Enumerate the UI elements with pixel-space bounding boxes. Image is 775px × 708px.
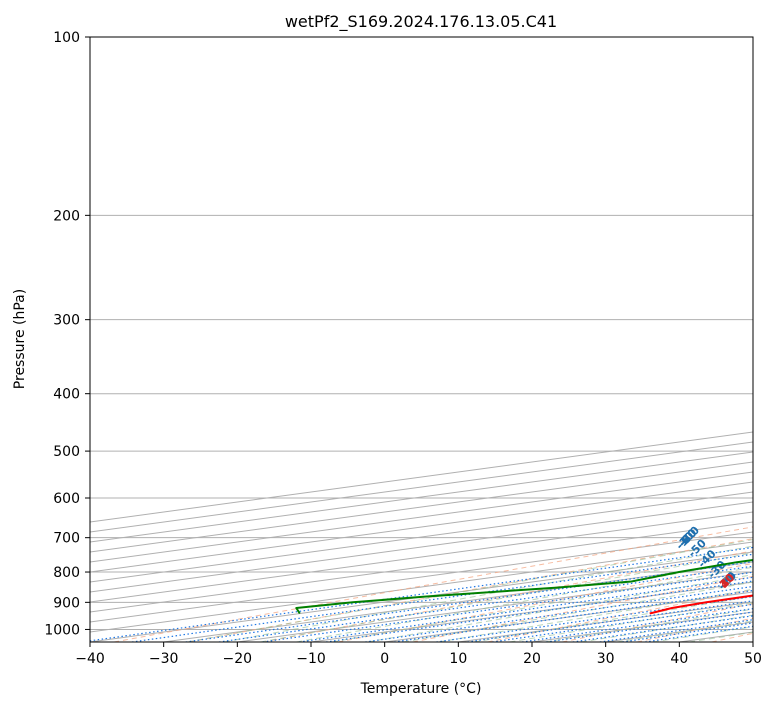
- y-tick-label: 700: [53, 531, 80, 547]
- y-axis-title: Pressure (hPa): [12, 289, 28, 389]
- mixing-ratio-line: [436, 595, 753, 642]
- moist-adiabat-line: [544, 608, 753, 642]
- x-tick-label: 20: [523, 651, 541, 667]
- dry-adiabat-line: [487, 589, 753, 642]
- isotherm-line: [90, 451, 753, 543]
- dry-adiabat-line: [412, 575, 753, 642]
- isotherm-line: [90, 551, 753, 642]
- moist-adiabat-line: [187, 539, 753, 642]
- moist-adiabat-line: [473, 595, 753, 642]
- x-tick-label: 40: [670, 651, 688, 667]
- mixing-ratio-line: [492, 603, 753, 642]
- isotherm-line: [90, 471, 753, 563]
- x-tick-label: 10: [449, 651, 467, 667]
- dry-adiabat-line: [114, 526, 753, 642]
- isotherm-line: [531, 611, 753, 642]
- moist-adiabat-line: [438, 588, 753, 642]
- y-tick-label: 300: [53, 313, 80, 329]
- x-axis-title: Temperature (°C): [360, 681, 482, 697]
- moist-adiabat-line: [223, 545, 753, 642]
- moist-adiabat-line: [332, 566, 753, 642]
- y-axis: 100 200 300 400 500 600 700 800 900 1000: [44, 30, 90, 638]
- y-tick-label: 800: [53, 565, 80, 581]
- isotherm-line: [90, 461, 753, 553]
- y-tick-label: 1000: [44, 622, 80, 638]
- dry-adiabat-line: [711, 632, 753, 642]
- x-tick-label: 50: [744, 651, 762, 667]
- x-tick-label: −20: [223, 651, 253, 667]
- x-tick-label: 0: [380, 651, 389, 667]
- x-tick-label: −10: [296, 651, 326, 667]
- moist-adiabat-line: [652, 626, 753, 642]
- x-tick-label: −40: [75, 651, 105, 667]
- isotherm-line: [90, 491, 753, 583]
- x-tick-label: 30: [597, 651, 615, 667]
- mixing-ratio-line: [645, 625, 753, 642]
- isotherm-line: [752, 641, 753, 642]
- series-layer: [295, 558, 753, 615]
- mixing-ratio-line: [131, 553, 753, 642]
- y-tick-label: 500: [53, 444, 80, 460]
- isotherm-line: [90, 511, 753, 603]
- mixing-ratio-line: [522, 608, 753, 642]
- mixing-ratio-line: [467, 600, 753, 642]
- y-tick-label: 400: [53, 387, 80, 403]
- isotherm-line: [384, 591, 753, 642]
- isotherm-line: [90, 531, 753, 623]
- isotherm-line: [90, 481, 753, 573]
- x-tick-label: −30: [149, 651, 179, 667]
- isotherm-line: [90, 521, 753, 613]
- dewpoint-profile-line: [295, 558, 753, 615]
- y-tick-label: 200: [53, 208, 80, 224]
- isotherm-line: [90, 541, 753, 633]
- y-tick-label: 600: [53, 491, 80, 507]
- mixing-ratio-line: [185, 561, 753, 642]
- moist-adiabat-line: [509, 602, 753, 642]
- plot-frame: [89, 36, 754, 643]
- grid-layer: [90, 37, 753, 642]
- y-tick-label: 900: [53, 595, 80, 611]
- dry-adiabat-line: [562, 603, 753, 642]
- mixing-ratio-line: [90, 546, 753, 642]
- moist-adiabat-line: [403, 581, 753, 642]
- chart-title: wetPf2_S169.2024.176.13.05.C41: [285, 12, 557, 32]
- mixing-ratio-line: [546, 611, 753, 642]
- y-tick-label: 100: [53, 30, 80, 46]
- isotherm-line: [90, 501, 753, 593]
- dry-adiabat-line: [263, 550, 753, 642]
- moist-adiabat-line: [367, 574, 753, 642]
- x-axis: −40 −30 −20 −10 0 10 20 30 40 50: [75, 642, 762, 667]
